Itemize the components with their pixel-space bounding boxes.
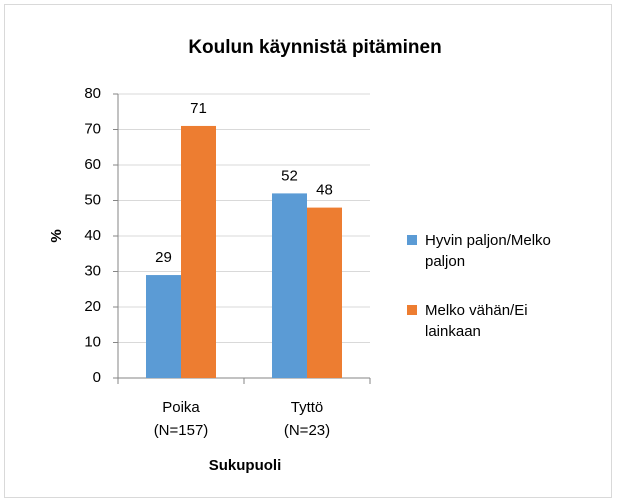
bar: [181, 125, 216, 378]
legend-swatch: [407, 305, 417, 315]
legend-label: Hyvin paljon/Melko paljon: [425, 232, 551, 270]
y-tick-label: 50: [84, 191, 101, 208]
bar: [307, 207, 342, 378]
y-tick-label: 10: [84, 333, 101, 350]
y-tick-label: 40: [84, 227, 101, 244]
x-tick-label: Tyttö: [291, 399, 324, 416]
y-tick-label: 70: [84, 120, 101, 137]
bar: [272, 193, 307, 378]
x-tick-label: (N=23): [284, 422, 330, 439]
x-tick-label: (N=157): [154, 422, 209, 439]
x-tick-label: Poika: [162, 399, 200, 416]
y-tick-label: 60: [84, 156, 101, 173]
legend-label: Melko vähän/Ei lainkaan: [425, 302, 528, 340]
y-tick-label: 80: [84, 85, 101, 102]
y-tick-label: 20: [84, 298, 101, 315]
bar: [146, 275, 181, 378]
legend-swatch: [407, 235, 417, 245]
y-tick-label: 0: [93, 369, 101, 386]
y-tick-label: 30: [84, 262, 101, 279]
x-axis-title: Sukupuoli: [209, 457, 282, 474]
chart-title: Koulun käynnistä pitäminen: [188, 37, 441, 58]
data-label: 71: [190, 100, 207, 117]
data-label: 52: [281, 167, 298, 184]
y-axis-title: %: [48, 229, 65, 242]
data-label: 48: [316, 182, 333, 199]
data-label: 29: [155, 249, 172, 266]
